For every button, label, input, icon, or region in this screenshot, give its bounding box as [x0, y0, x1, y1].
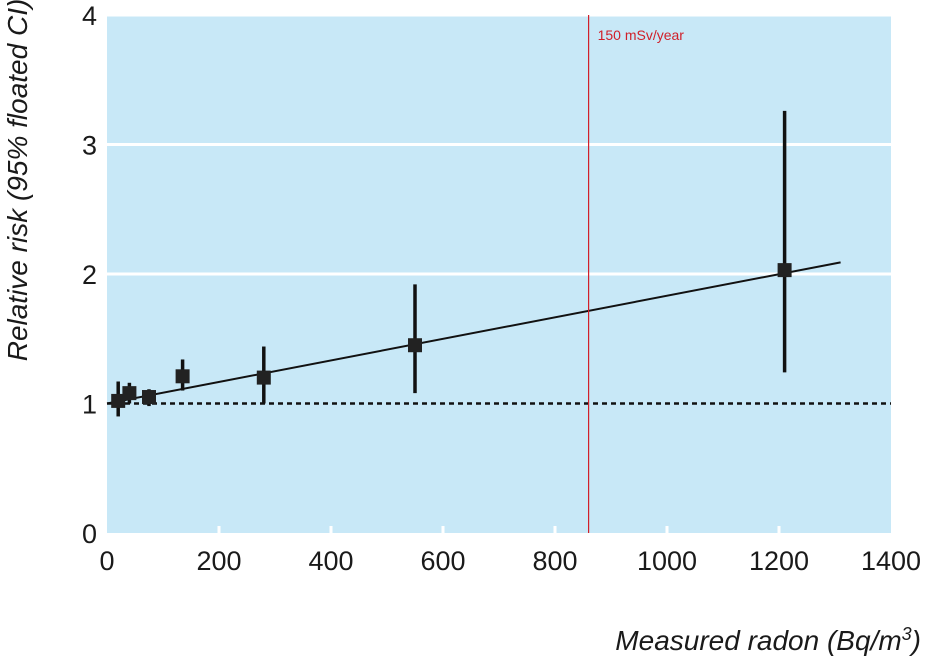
y-tick-label: 0 [82, 519, 97, 549]
x-tick-labels: 0 200 400 600 800 1000 1200 1400 [99, 546, 921, 576]
y-tick-label: 2 [82, 260, 97, 290]
axis-ticks [217, 526, 781, 533]
point-marker [408, 338, 422, 353]
gridlines [107, 13, 891, 276]
y-tick-label: 1 [82, 390, 97, 420]
data-point-7 [777, 110, 792, 373]
vline-label: 150 mSv/year [598, 27, 685, 43]
data-point-6 [408, 284, 422, 394]
y-axis-title: Relative risk (95% floated CI) [2, 0, 33, 361]
x-tick-label: 0 [99, 546, 114, 576]
x-tick-label: 1200 [749, 546, 809, 576]
x-axis-title: Measured radon (Bq/m3) [615, 624, 921, 656]
x-tick-label: 1000 [637, 546, 697, 576]
point-marker [175, 369, 190, 384]
data-point-5 [256, 346, 271, 404]
x-tick-label: 200 [196, 546, 241, 576]
data-point-3 [142, 389, 156, 407]
y-tick-label: 4 [82, 1, 97, 31]
point-marker [122, 386, 137, 401]
y-tick-labels: 0 1 2 3 4 [82, 1, 97, 549]
fit-line [106, 261, 841, 405]
point-marker [142, 390, 156, 405]
data-points [111, 110, 792, 417]
x-tick-label: 800 [532, 546, 577, 576]
y-tick-label: 3 [82, 131, 97, 161]
point-marker [256, 370, 271, 385]
data-point-2 [122, 382, 137, 404]
data-point-1 [111, 381, 126, 417]
point-marker [111, 393, 126, 408]
x-tick-label: 600 [420, 546, 465, 576]
point-marker [777, 263, 792, 278]
data-point-4 [175, 359, 190, 391]
x-tick-label: 1400 [861, 546, 921, 576]
x-tick-label: 400 [308, 546, 353, 576]
